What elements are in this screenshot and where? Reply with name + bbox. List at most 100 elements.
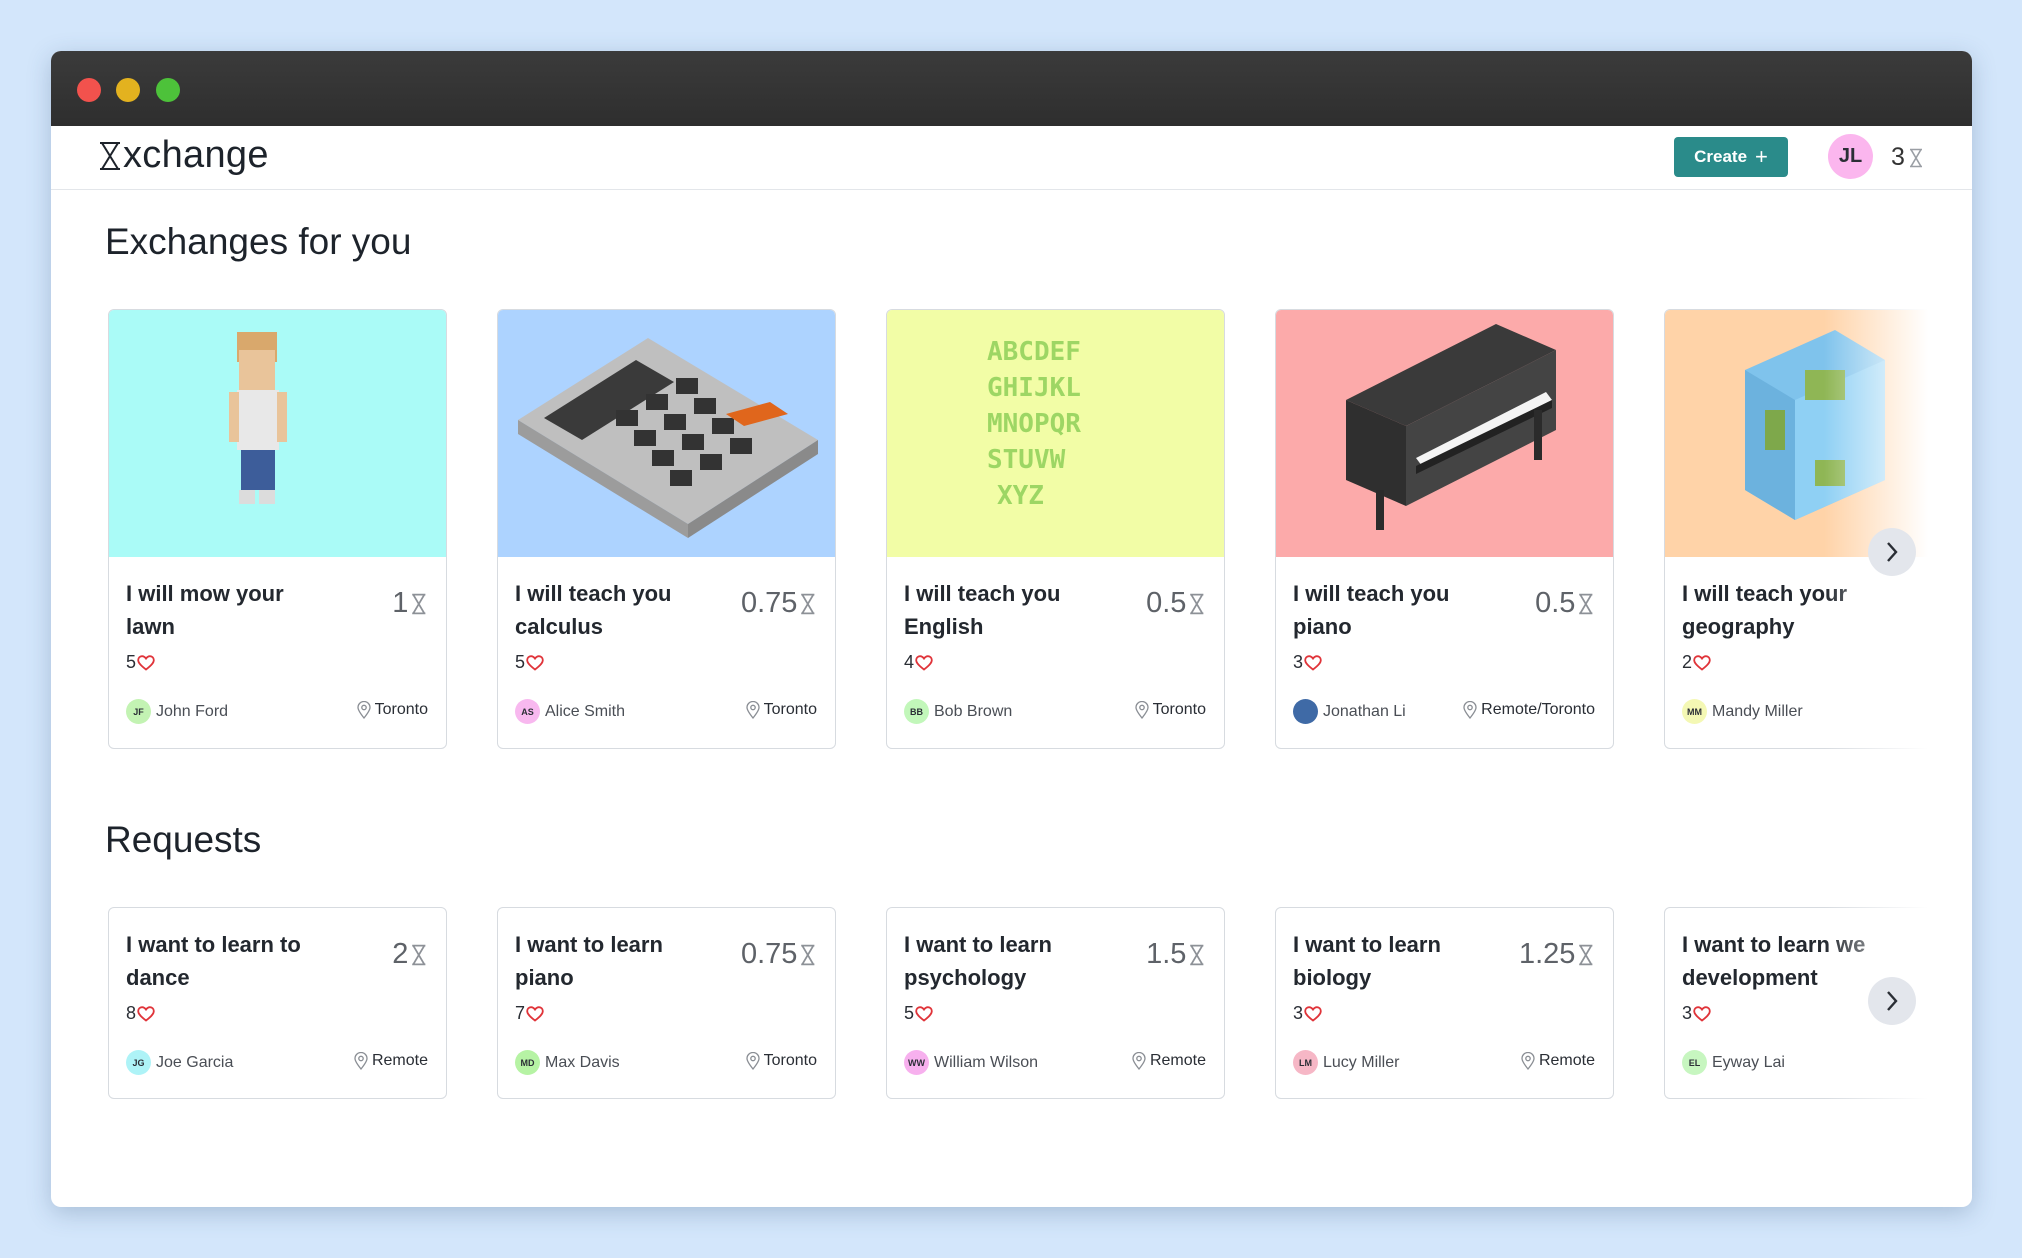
piano-illustration: [1346, 324, 1556, 530]
author-name: Alice Smith: [545, 702, 626, 720]
request-card[interactable]: I want to learn psychology 1.5 5 WW William …: [886, 907, 1225, 1099]
heart-icon[interactable]: [915, 1005, 933, 1022]
card-title: I will teach your geography: [1682, 577, 1882, 643]
carousel-next-button[interactable]: [1868, 528, 1916, 576]
likes-count: 5: [515, 652, 526, 672]
location-text: Toronto: [374, 701, 428, 718]
hourglass-icon: [801, 593, 815, 614]
app-header: xchange Create + JL 3: [51, 126, 1972, 190]
author-avatar: JF: [126, 699, 151, 724]
card-likes: 5: [904, 1003, 933, 1024]
location-text: Toronto: [763, 701, 817, 718]
author-initials: EL: [1688, 1057, 1701, 1068]
exchange-card[interactable]: I will teach you calculus 0.75 5 AS Alice Sm…: [497, 309, 836, 749]
card-title-text: I want to learn to dance: [126, 932, 301, 990]
price-value: 1.5: [1146, 938, 1187, 970]
card-likes: 2: [1682, 652, 1711, 673]
author-avatar: WW: [904, 1050, 929, 1075]
svg-text:XYZ: XYZ: [997, 481, 1044, 511]
card-author[interactable]: WW William Wilson: [904, 1050, 1038, 1075]
card-author[interactable]: LM Lucy Miller: [1293, 1050, 1399, 1075]
card-title-text: I want to learn psychology: [904, 932, 1052, 990]
minimize-window-button[interactable]: [116, 78, 140, 102]
card-author[interactable]: JG Joe Garcia: [126, 1050, 233, 1075]
card-title: I want to learn biology: [1293, 928, 1493, 994]
card-title-text: I will mow your lawn: [126, 581, 284, 639]
close-window-button[interactable]: [77, 78, 101, 102]
author-avatar: JG: [126, 1050, 151, 1075]
location-pin-icon: [1521, 1052, 1535, 1070]
request-card[interactable]: I want to learn biology 1.25 3 LM Lucy Mille…: [1275, 907, 1614, 1099]
hourglass-icon: [801, 944, 815, 965]
balance-value: 3: [1891, 143, 1905, 171]
author-name: Mandy Miller: [1712, 702, 1803, 720]
hourglass-icon: [100, 141, 120, 170]
card-author[interactable]: BB Bob Brown: [904, 699, 1012, 724]
heart-icon[interactable]: [526, 1005, 544, 1022]
card-price: 0.5: [1146, 587, 1206, 620]
logo[interactable]: xchange: [98, 134, 269, 177]
heart-icon[interactable]: [1304, 654, 1322, 671]
heart-icon[interactable]: [1693, 1005, 1711, 1022]
card-location: Remote: [1521, 1052, 1595, 1070]
exchange-card[interactable]: I will teach you piano 0.5 3 Jonathan Li Rem…: [1275, 309, 1614, 749]
author-name: Eyway Lai: [1712, 1053, 1785, 1071]
card-body: I will mow your lawn 1 5 JF John Ford Toronto: [109, 557, 446, 748]
card-likes: 5: [126, 652, 155, 673]
card-author[interactable]: JF John Ford: [126, 699, 228, 724]
heart-icon[interactable]: [137, 654, 155, 671]
card-image: [1276, 310, 1613, 557]
request-card[interactable]: I want to learn to dance 2 8 JG Joe Garcia Re…: [108, 907, 447, 1099]
author-initials: JG: [132, 1057, 145, 1068]
card-author[interactable]: Jonathan Li: [1293, 699, 1406, 724]
maximize-window-button[interactable]: [156, 78, 180, 102]
price-value: 0.75: [740, 587, 798, 619]
location-text: Remote/Toronto: [1481, 701, 1595, 718]
card-image: [109, 310, 446, 557]
logo-text: xchange: [123, 134, 269, 176]
svg-text:ABCDEF: ABCDEF: [987, 337, 1081, 367]
card-title: I will teach you English: [904, 577, 1104, 643]
card-author[interactable]: MM Mandy Miller: [1682, 699, 1803, 724]
card-price: 0.75: [741, 938, 817, 971]
author-name: William Wilson: [934, 1053, 1038, 1071]
card-title-text: I will teach you English: [904, 581, 1061, 639]
card-title-text: I will teach your geography: [1682, 581, 1848, 639]
card-body: I want to learn to dance 2 8 JG Joe Garcia Re…: [109, 908, 446, 1098]
location-pin-icon: [745, 701, 760, 719]
card-body: I will teach you piano 0.5 3 Jonathan Li Rem…: [1276, 557, 1613, 748]
author-name: Lucy Miller: [1323, 1053, 1400, 1071]
card-title-text: I will teach you piano: [1293, 581, 1450, 639]
heart-icon[interactable]: [1304, 1005, 1322, 1022]
location-pin-icon: [1134, 701, 1149, 719]
exchange-card[interactable]: I will teach your geography 2 MM Mandy Mill…: [1664, 309, 1954, 749]
heart-icon[interactable]: [1693, 654, 1711, 671]
location-pin-icon: [354, 1052, 368, 1070]
author-initials: AS: [521, 706, 534, 717]
card-body: I will teach you English 0.5 4 BB Bob Brown T…: [887, 557, 1224, 748]
author-avatar: LM: [1293, 1050, 1318, 1075]
card-author[interactable]: EL Eyway Lai: [1682, 1050, 1785, 1075]
price-value: 0.75: [740, 938, 798, 970]
heart-icon[interactable]: [915, 654, 933, 671]
request-card[interactable]: I want to learn piano 0.75 7 MD Max Davis Tor…: [497, 907, 836, 1099]
exchange-card[interactable]: I will mow your lawn 1 5 JF John Ford Toronto: [108, 309, 447, 749]
location-pin-icon: [745, 1052, 760, 1070]
heart-icon[interactable]: [137, 1005, 155, 1022]
create-button[interactable]: Create +: [1674, 137, 1788, 177]
card-author[interactable]: MD Max Davis: [515, 1050, 620, 1075]
create-button-label: Create: [1694, 147, 1748, 166]
likes-count: 3: [1293, 1003, 1304, 1023]
exchanges-heading: Exchanges for you: [105, 221, 412, 262]
card-location: Toronto: [745, 1052, 817, 1070]
time-balance: 3: [1891, 143, 1924, 172]
user-avatar[interactable]: JL: [1828, 134, 1873, 179]
card-image: [1665, 310, 1954, 557]
hourglass-icon: [412, 944, 426, 965]
carousel-next-button[interactable]: [1868, 977, 1916, 1025]
card-author[interactable]: AS Alice Smith: [515, 699, 625, 724]
exchange-card[interactable]: ABCDEF GHIJKL MNOPQR STUVW XYZ I will teach y…: [886, 309, 1225, 749]
likes-count: 5: [126, 652, 137, 672]
heart-icon[interactable]: [526, 654, 544, 671]
card-likes: 3: [1293, 652, 1322, 673]
